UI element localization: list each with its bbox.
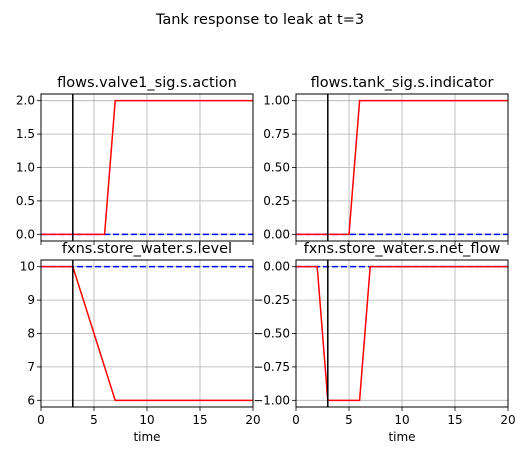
- subplot-title: flows.tank_sig.s.indicator: [311, 75, 494, 91]
- subplot-3: 0 5 10 15 20 6 7 8 9 10 fxns.store_water.s.levelti…: [20, 241, 261, 444]
- plot-area: [41, 260, 253, 407]
- y-tick-label: 7: [27, 360, 35, 374]
- y-tick-label: 8: [27, 327, 35, 341]
- x-tick-label: 5: [90, 413, 98, 427]
- x-tick-label: 15: [447, 413, 462, 427]
- plot-area: [296, 260, 508, 407]
- y-tick-label: 1.5: [16, 127, 35, 141]
- y-tick-label: 0.0: [16, 227, 35, 241]
- plot-area: [296, 94, 508, 241]
- figure-suptitle: Tank response to leak at t=3: [155, 12, 364, 28]
- y-tick-label: −0.75: [253, 360, 290, 374]
- subplot-grid: 0.0 0.5 1.0 1.5 2.0 flows.valve1_sig.s.action…: [16, 75, 516, 444]
- x-axis-label: time: [133, 430, 160, 444]
- y-tick-label: 9: [27, 293, 35, 307]
- x-tick-label: 0: [37, 413, 45, 427]
- y-tick-label: 1.00: [263, 94, 290, 108]
- x-tick-label: 20: [500, 413, 515, 427]
- x-tick-label: 5: [345, 413, 353, 427]
- y-tick-label: 0.25: [263, 194, 290, 208]
- subplot-2: 0.00 0.25 0.50 0.75 1.00 flows.tank_sig.s.ind…: [263, 75, 509, 245]
- subplot-4: 0 5 10 15 20 0.00 −0.25 −0.50 −0.75 −1.00 fxns.sto…: [253, 241, 515, 444]
- y-tick-label: 0.00: [263, 260, 290, 274]
- faulty-series-line: [296, 265, 508, 402]
- x-tick-label: 10: [139, 413, 154, 427]
- y-tick-label: 0.5: [16, 194, 35, 208]
- faulty-series-line: [41, 265, 253, 402]
- y-tick-label: 6: [27, 393, 35, 407]
- y-tick-label: 0.50: [263, 161, 290, 175]
- y-tick-label: −1.00: [253, 393, 290, 407]
- y-tick-label: −0.50: [253, 327, 290, 341]
- subplot-title: fxns.store_water.s.net_flow: [304, 241, 501, 257]
- x-tick-label: 10: [394, 413, 409, 427]
- x-tick-label: 20: [245, 413, 260, 427]
- plot-area: [41, 94, 253, 241]
- faulty-series-line: [296, 99, 508, 236]
- y-tick-label: 0.00: [263, 227, 290, 241]
- y-tick-label: 0.75: [263, 127, 290, 141]
- y-tick-label: 2.0: [16, 94, 35, 108]
- x-tick-label: 0: [292, 413, 300, 427]
- y-tick-label: −0.25: [253, 293, 290, 307]
- subplot-1: 0.0 0.5 1.0 1.5 2.0 flows.valve1_sig.s.action: [16, 75, 254, 245]
- y-tick-label: 1.0: [16, 161, 35, 175]
- x-tick-label: 15: [192, 413, 207, 427]
- subplot-title: fxns.store_water.s.level: [62, 241, 232, 257]
- x-axis-label: time: [388, 430, 415, 444]
- subplot-title: flows.valve1_sig.s.action: [57, 75, 237, 91]
- y-tick-label: 10: [20, 260, 35, 274]
